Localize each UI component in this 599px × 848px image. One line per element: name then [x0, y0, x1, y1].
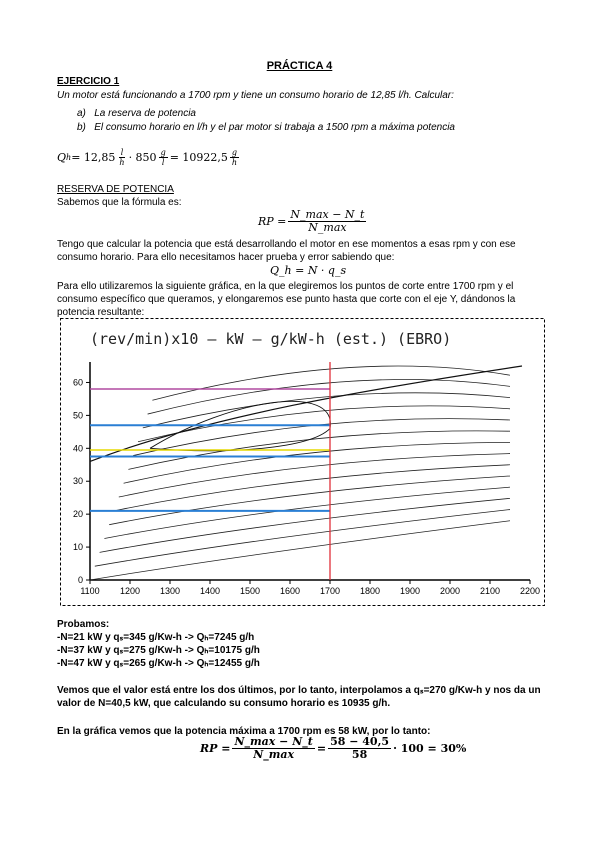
contour-line — [94, 509, 511, 567]
exercise-heading: EJERCICIO 1 — [57, 76, 120, 87]
chart-title: (rev/min)x10 — kW — g/kW-h (est.) (EBRO) — [90, 330, 451, 348]
x-tick-label: 2000 — [440, 586, 460, 596]
reserve-heading: RESERVA DE POTENCIA — [57, 184, 174, 195]
trial-3: -N=47 kW y qₛ=265 g/Kw-h -> Qₕ=12455 g/h — [57, 658, 260, 669]
contour-line — [137, 405, 511, 443]
contour-line — [152, 365, 511, 401]
exercise-statement: Un motor está funcionando a 1700 rpm y t… — [57, 90, 454, 101]
trial-2: -N=37 kW y qₛ=275 g/Kw-h -> Qₕ=10175 g/h — [57, 645, 260, 656]
x-tick-label: 1100 — [80, 586, 99, 596]
contour-line — [118, 453, 511, 498]
item-b-label: b) — [77, 122, 86, 133]
y-tick-label: 0 — [78, 575, 83, 585]
contour-line — [104, 486, 511, 539]
x-tick-label: 1200 — [120, 586, 140, 596]
contour-line — [89, 520, 511, 581]
paragraph-3: Vemos que el valor está entre los dos úl… — [57, 685, 541, 709]
page-title: PRÁCTICA 4 — [266, 60, 333, 72]
x-tick-label: 1700 — [320, 586, 340, 596]
item-b: b) El consumo horario en l/h y el par mo… — [77, 121, 455, 134]
paragraph-1: Tengo que calcular la potencia que está … — [57, 239, 516, 263]
x-tick-label: 1300 — [160, 586, 180, 596]
trial-1: -N=21 kW y qₛ=345 g/Kw-h -> Qₕ=7245 g/h — [57, 632, 255, 643]
x-tick-label: 2200 — [520, 586, 540, 596]
qh-formula: Q_h = N · q_s — [270, 264, 347, 277]
paragraph-2: Para ello utilizaremos la siguiente gráf… — [57, 281, 516, 318]
final-rp-formula: RP = N_max − N_t N_max = 58 − 40,5 58 · 10… — [200, 735, 467, 761]
contour-line — [113, 464, 511, 512]
contour-line — [128, 430, 511, 470]
x-tick-label: 1400 — [200, 586, 220, 596]
contour-line — [99, 497, 511, 553]
x-tick-label: 1800 — [360, 586, 380, 596]
plot-area: 1100 1200 1300 1400 1500 1600 1700 1800 1900 2000… — [73, 362, 540, 596]
rp-formula: RP = N_max − N_t N_max — [258, 208, 367, 234]
y-tick-label: 50 — [73, 410, 83, 420]
contour-line — [109, 475, 511, 526]
max-power-curve — [89, 365, 523, 463]
item-a: a) La reserva de potencia — [77, 107, 196, 120]
y-tick-label: 20 — [73, 509, 83, 519]
formula-intro: Sabemos que la fórmula es: — [57, 197, 182, 208]
x-tick-label: 1600 — [280, 586, 300, 596]
y-tick-label: 10 — [73, 542, 83, 552]
trials-heading: Probamos: — [57, 619, 110, 630]
contour-line — [142, 392, 511, 429]
chart-frame — [60, 318, 545, 606]
contour-line — [123, 441, 511, 484]
y-tick-label: 30 — [73, 476, 83, 486]
x-tick-label: 1900 — [400, 586, 420, 596]
item-b-text: El consumo horario en l/h y el par motor… — [94, 122, 455, 133]
item-a-text: La reserva de potencia — [94, 108, 196, 119]
contour-line — [147, 379, 511, 415]
item-a-label: a) — [77, 108, 86, 119]
engine-performance-chart: (rev/min)x10 — kW — g/kW-h (est.) (EBRO)… — [60, 318, 545, 606]
x-tick-label: 1500 — [240, 586, 260, 596]
y-tick-label: 60 — [73, 377, 83, 387]
paragraph-4: En la gráfica vemos que la potencia máxi… — [57, 726, 431, 737]
x-tick-label: 2100 — [480, 586, 500, 596]
y-tick-label: 40 — [73, 443, 83, 453]
